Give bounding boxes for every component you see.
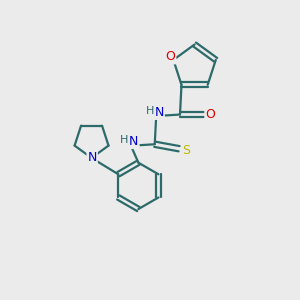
Text: H: H [146, 106, 154, 116]
Text: H: H [120, 135, 129, 145]
Text: S: S [182, 144, 190, 157]
Text: N: N [88, 152, 97, 164]
Text: O: O [166, 50, 175, 63]
Text: N: N [129, 135, 139, 148]
Text: O: O [206, 108, 215, 121]
Text: N: N [154, 106, 164, 119]
